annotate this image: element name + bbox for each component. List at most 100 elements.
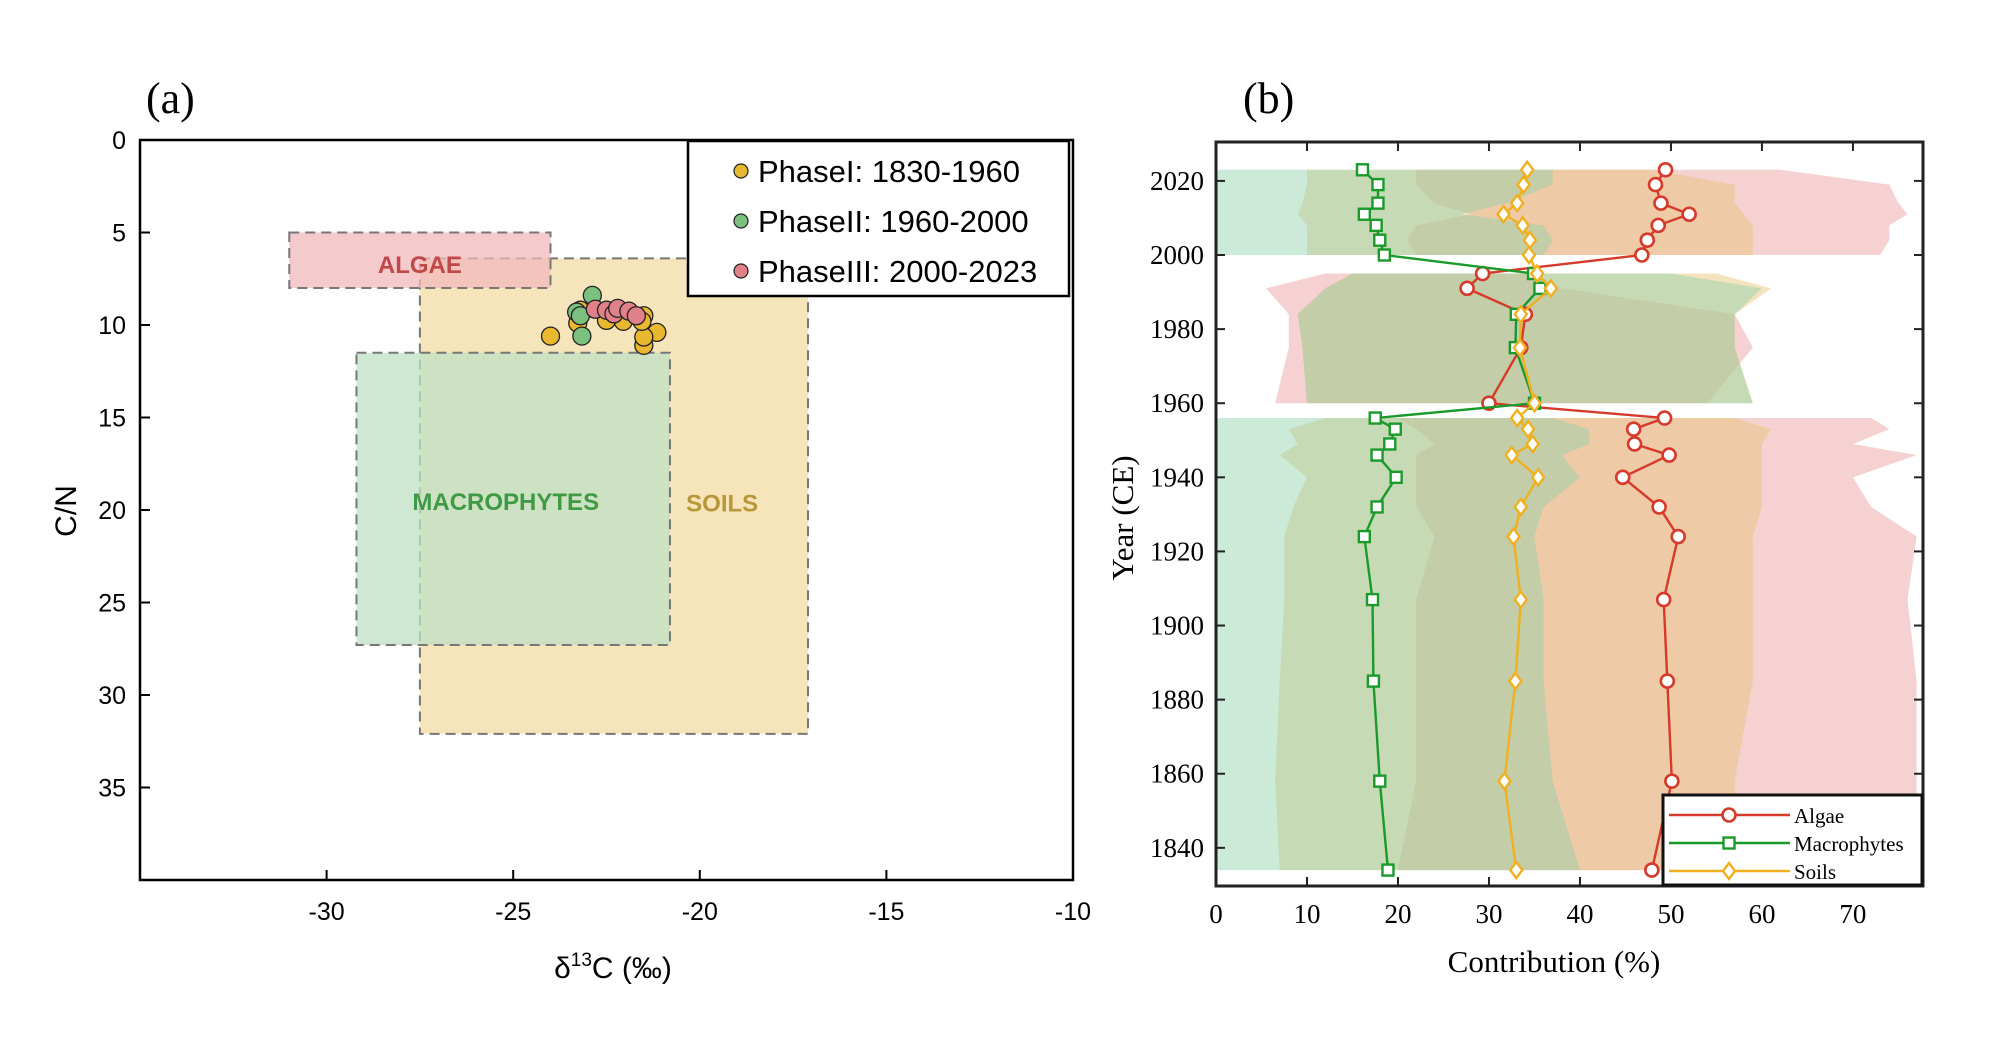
y-tick-label: 15 — [98, 405, 126, 433]
marker-algae — [1639, 232, 1656, 248]
x-tick-label: 40 — [1566, 899, 1593, 929]
legend-marker-phase2 — [733, 213, 749, 229]
legend-label-algae: Algae — [1794, 804, 1844, 828]
data-point-phase2 — [572, 326, 592, 346]
y-tick-label: 2000 — [1150, 240, 1204, 270]
marker-algae — [1634, 247, 1650, 263]
band-soils — [1275, 418, 1772, 871]
marker-algae — [1459, 280, 1475, 297]
marker-soils — [1525, 433, 1541, 454]
marker-soils — [1513, 496, 1529, 517]
marker-soils — [1496, 771, 1512, 792]
legend-marker-phase1 — [733, 163, 749, 179]
x-tick-label: 70 — [1839, 899, 1866, 929]
marker-algae — [1670, 528, 1687, 545]
marker-soils — [1512, 337, 1528, 358]
x-axis-label-superscript: 13 — [571, 950, 592, 971]
legend-box — [686, 139, 1071, 298]
y-tick-label: 5 — [112, 220, 126, 248]
marker-soils — [1513, 304, 1529, 325]
panel-b-contribution: (b) 0 10 20 30 40 50 60 70 1840 1860 1880 1900 1920 19… — [1105, 74, 1925, 979]
legend-marker-algae — [1721, 807, 1737, 823]
marker-algae — [1625, 421, 1642, 437]
legend-label-phase3: PhaseIII: 2000-2023 — [758, 254, 1037, 289]
y-tick-label: 1920 — [1150, 536, 1204, 566]
band-algae — [1266, 273, 1753, 404]
x-tick-label: 60 — [1748, 899, 1775, 929]
y-tick-label: 10 — [98, 312, 126, 340]
x-tick-label: -25 — [495, 898, 531, 926]
data-point-phase3 — [626, 306, 647, 326]
marker-soils — [1526, 393, 1542, 414]
marker-algae — [1655, 591, 1672, 608]
marker-algae — [1614, 469, 1631, 486]
marker-soils — [1513, 589, 1529, 610]
legend-marker-phase3 — [733, 263, 749, 279]
marker-macrophytes — [1366, 674, 1381, 688]
plot-frame-b — [1214, 140, 1925, 888]
marker-macrophytes — [1357, 207, 1372, 221]
marker-algae — [1653, 195, 1669, 211]
x-tick-label: 50 — [1657, 899, 1684, 929]
legend-a: PhaseI: 1830-1960 PhaseII: 1960-2000 Phase… — [686, 139, 1071, 298]
marker-macrophytes — [1370, 500, 1384, 514]
legend-b: Algae Macrophytes Soils — [1661, 793, 1924, 887]
marker-algae — [1626, 436, 1643, 452]
y-tick-label: 1960 — [1150, 388, 1204, 418]
marker-macrophytes — [1368, 411, 1382, 425]
x-axis-label: Contribution (%) — [1448, 944, 1661, 979]
data-point-phase1 — [540, 326, 561, 346]
x-tick-label: 30 — [1475, 899, 1502, 929]
band-macrophytes — [1297, 273, 1762, 404]
marker-algae — [1656, 410, 1673, 426]
source-label-macrophytes: MACROPHYTES — [412, 489, 599, 516]
marker-soils — [1543, 278, 1559, 299]
band-algae — [1397, 418, 1917, 871]
x-tick-label: 10 — [1293, 899, 1320, 929]
panel-a-scatter: (a) SOILS MACROPHYTES ALGAE -30 -25 -20 -15 -10 0… — [50, 74, 1091, 985]
x-tick-label: -10 — [1055, 898, 1091, 926]
x-tick-label: -15 — [868, 898, 904, 926]
series-algae — [1459, 161, 1697, 878]
marker-soils — [1496, 204, 1512, 225]
panel-label-b: (b) — [1243, 74, 1294, 123]
y-tick-label: 20 — [98, 497, 126, 525]
marker-soils — [1520, 419, 1536, 440]
marker-soils — [1529, 263, 1545, 284]
series-soils — [1496, 159, 1559, 881]
x-tick-label: 20 — [1384, 899, 1411, 929]
marker-algae — [1474, 265, 1491, 282]
y-axis-label: Year (CE) — [1105, 455, 1140, 580]
y-tick-label: 0 — [112, 127, 126, 155]
marker-macrophytes — [1389, 470, 1403, 485]
marker-algae — [1659, 673, 1676, 689]
marker-soils — [1519, 159, 1535, 180]
marker-soils — [1509, 193, 1525, 214]
uncertainty-bands — [1216, 169, 1917, 871]
marker-macrophytes — [1373, 233, 1387, 247]
marker-soils — [1530, 467, 1546, 488]
y-tick-label: 2020 — [1150, 166, 1204, 196]
source-box-algae — [288, 231, 552, 289]
marker-macrophytes — [1383, 437, 1397, 451]
y-tick-label: 1980 — [1150, 314, 1204, 344]
x-axis-label: δ13C (‰) — [554, 950, 672, 985]
marker-macrophytes — [1355, 163, 1370, 177]
y-axis-label: C/N — [50, 485, 83, 537]
source-label-soils: SOILS — [686, 491, 758, 518]
marker-soils — [1516, 174, 1532, 195]
marker-macrophytes — [1357, 529, 1372, 544]
y-tick-label: 1860 — [1150, 759, 1204, 789]
marker-soils — [1521, 245, 1537, 266]
marker-soils — [1508, 860, 1524, 881]
marker-soils — [1504, 445, 1520, 466]
y-tick-label: 1880 — [1150, 685, 1204, 715]
marker-macrophytes — [1371, 196, 1385, 210]
marker-macrophytes — [1373, 774, 1387, 788]
marker-algae — [1644, 862, 1660, 878]
x-tick-label: -30 — [309, 898, 345, 926]
marker-macrophytes — [1381, 863, 1395, 877]
band-soils — [1297, 273, 1772, 404]
legend-marker-macrophytes — [1722, 836, 1736, 850]
marker-soils — [1506, 526, 1522, 547]
